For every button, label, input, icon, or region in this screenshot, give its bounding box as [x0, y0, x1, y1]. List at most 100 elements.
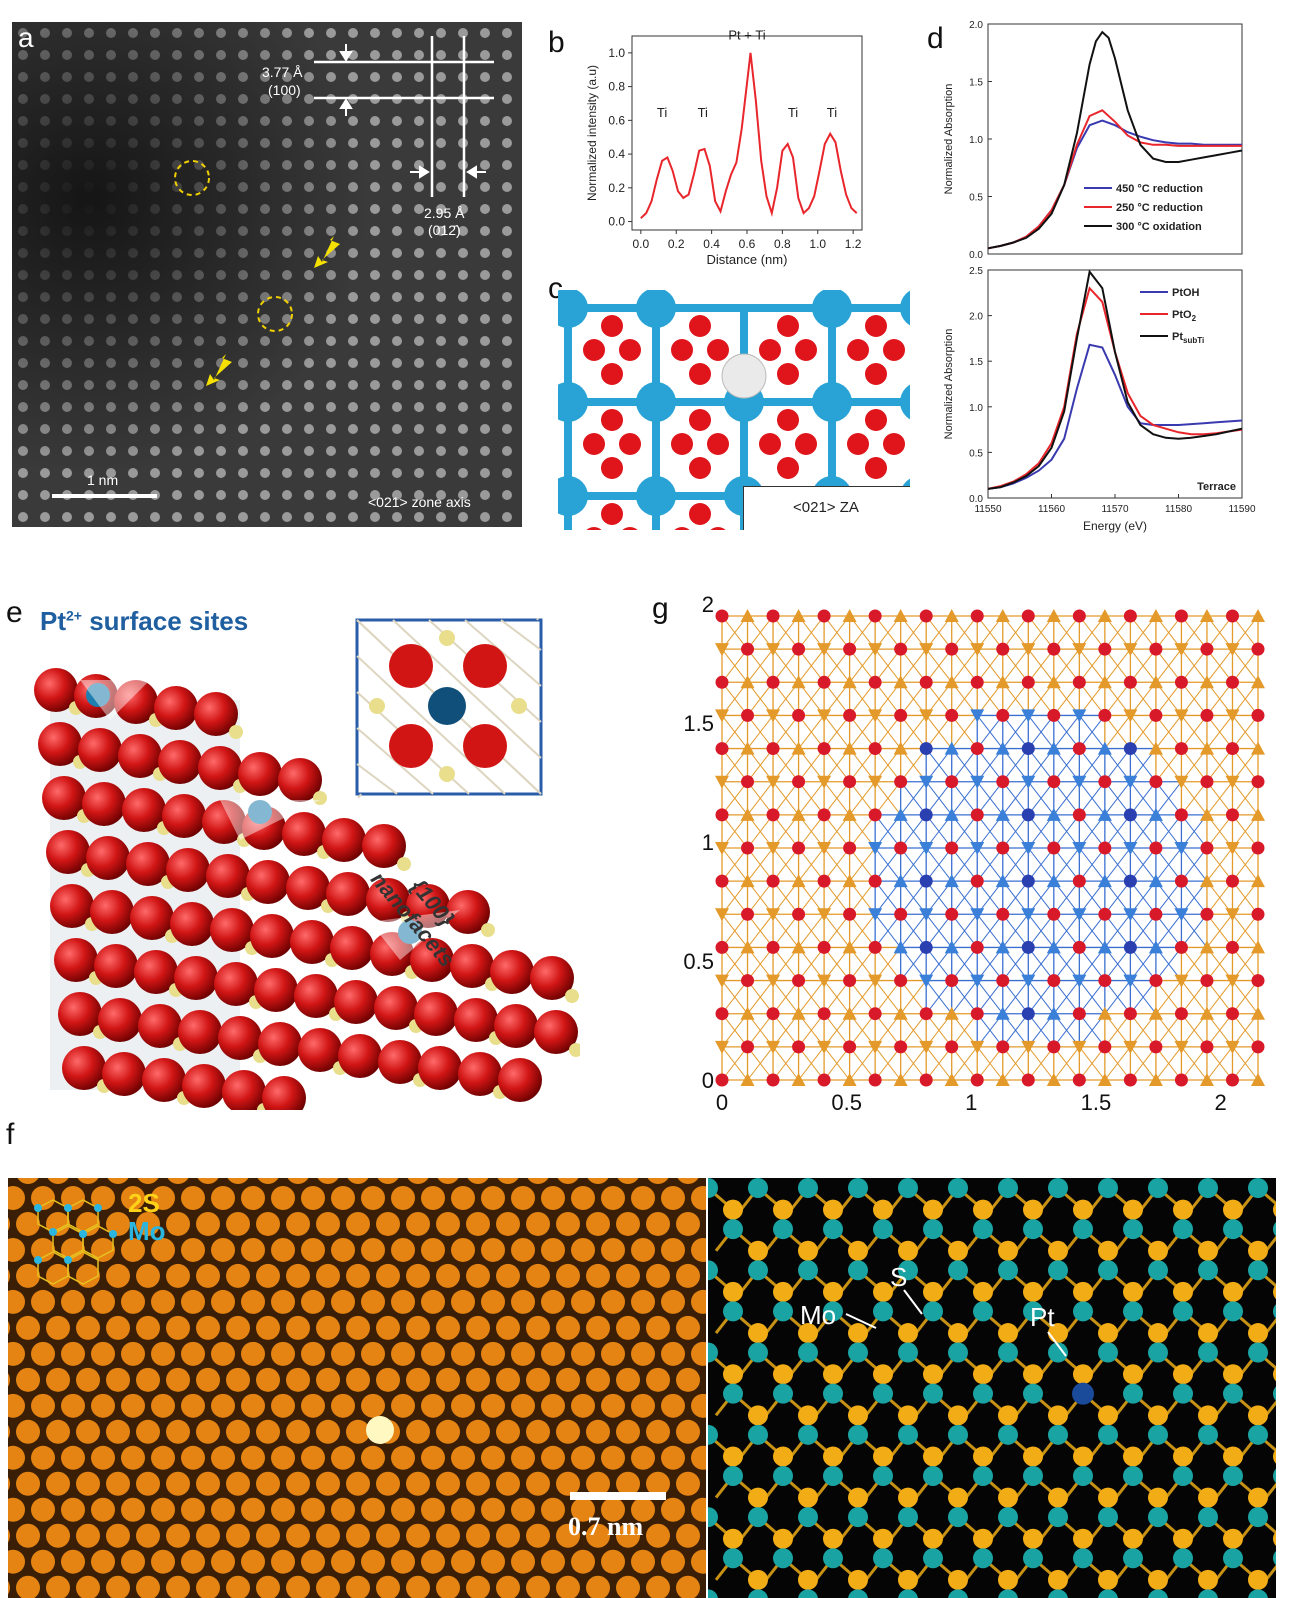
stm-spot — [376, 1367, 400, 1392]
s-atom — [1173, 1446, 1193, 1467]
mo-overlay-atom — [109, 1230, 117, 1238]
mo-atom — [1148, 1260, 1168, 1281]
stm-spot — [271, 1185, 295, 1210]
lattice-bond — [900, 1046, 927, 1081]
s-atom — [823, 1199, 843, 1220]
o-sphere — [170, 902, 214, 946]
mo-atom — [1273, 1386, 1276, 1401]
mo-atom — [1198, 1260, 1218, 1281]
o-sphere — [250, 914, 294, 958]
lattice-bond — [747, 880, 774, 915]
mo-atom — [848, 1178, 868, 1198]
stm-spot — [436, 1419, 460, 1444]
mo-atom — [723, 1219, 743, 1240]
stm-spot — [331, 1497, 355, 1522]
lattice-node — [919, 709, 934, 723]
o-atom — [777, 315, 799, 337]
stm-spot — [121, 1185, 145, 1210]
lattice-node — [893, 741, 908, 755]
stm-spot — [646, 1523, 670, 1548]
lattice-bond — [823, 847, 851, 882]
lattice-bond — [1104, 1013, 1131, 1048]
lattice-node — [1072, 643, 1087, 657]
stm-spot — [541, 1445, 565, 1470]
lattice-node — [1148, 609, 1163, 622]
zone-axis-a: <021> zone axis — [368, 494, 471, 510]
lattice-node — [894, 775, 908, 789]
lattice-node — [1072, 742, 1086, 756]
o-atom — [707, 433, 729, 455]
o-sphere — [222, 1070, 266, 1110]
o-atom — [707, 339, 729, 361]
lattice-line — [357, 793, 362, 798]
stm-spot — [676, 1575, 700, 1598]
stm-spot — [211, 1237, 235, 1262]
lattice-bond — [747, 648, 774, 683]
o-atom — [689, 457, 711, 479]
o-atom — [689, 503, 711, 525]
stm-spot — [421, 1289, 445, 1314]
lattice-node — [1199, 1006, 1214, 1020]
lattice-bond — [900, 947, 927, 981]
stm-spot — [466, 1367, 490, 1392]
plot-frame-b — [631, 35, 863, 231]
stm-spot — [316, 1263, 340, 1288]
o-atom — [883, 433, 905, 455]
lattice-node — [996, 708, 1010, 722]
s-atom — [1223, 1528, 1243, 1549]
stm-spot — [497, 1178, 519, 1184]
lattice-node — [1174, 974, 1189, 988]
stm-spot — [646, 1575, 670, 1598]
lattice-node — [944, 940, 959, 954]
lattice-bond — [1155, 1046, 1182, 1081]
lattice-bond — [1002, 913, 1029, 948]
lattice-bond — [900, 648, 927, 683]
lattice-bond — [874, 648, 902, 683]
o-atom — [865, 457, 887, 479]
stm-spot — [346, 1523, 370, 1548]
lattice-node — [1149, 775, 1163, 789]
lattice-node — [1149, 841, 1163, 855]
lattice-node — [944, 1073, 959, 1086]
s-atom — [973, 1364, 993, 1385]
lattice-bond — [1206, 847, 1233, 882]
stm-spot — [421, 1237, 445, 1262]
lattice-node — [919, 742, 933, 756]
lattice-bond — [1206, 748, 1233, 783]
s-atom — [773, 1446, 793, 1467]
stm-spot — [226, 1575, 250, 1598]
o-atom — [759, 433, 781, 455]
lattice-bond — [951, 880, 978, 915]
lattice-bond — [1155, 814, 1182, 849]
lattice-node — [792, 708, 806, 722]
y-tick-label-d-top: 0.5 — [969, 193, 983, 204]
lattice-bond — [823, 980, 851, 1015]
x-tick-label-b: 0.0 — [633, 237, 650, 251]
lattice-bond — [951, 781, 978, 816]
mo-atom — [923, 1465, 943, 1486]
ti-atom — [636, 290, 676, 328]
stm-spot — [167, 1178, 189, 1184]
mo-atom — [848, 1424, 868, 1445]
lattice-node — [996, 907, 1010, 921]
s-atom — [998, 1405, 1018, 1426]
tem-image-a — [12, 22, 522, 527]
legend-2s: 2S — [128, 1188, 160, 1218]
lattice-node — [945, 708, 959, 722]
lattice-node — [894, 841, 908, 855]
stm-spot — [541, 1185, 565, 1210]
stm-spot — [511, 1549, 535, 1574]
stm-spot — [8, 1178, 9, 1179]
o-sphere — [414, 992, 458, 1036]
stm-spot — [331, 1393, 355, 1418]
lattice-node — [792, 775, 806, 789]
o-sphere — [118, 734, 162, 778]
o-sphere — [366, 878, 410, 922]
stm-spot — [466, 1575, 490, 1598]
s-atom — [923, 1364, 943, 1385]
stm-spot — [361, 1549, 385, 1574]
lattice-node — [1251, 708, 1265, 722]
terrace-label: Terrace — [1197, 481, 1236, 493]
stm-spot — [211, 1445, 235, 1470]
mo-overlay-atom — [64, 1204, 72, 1212]
